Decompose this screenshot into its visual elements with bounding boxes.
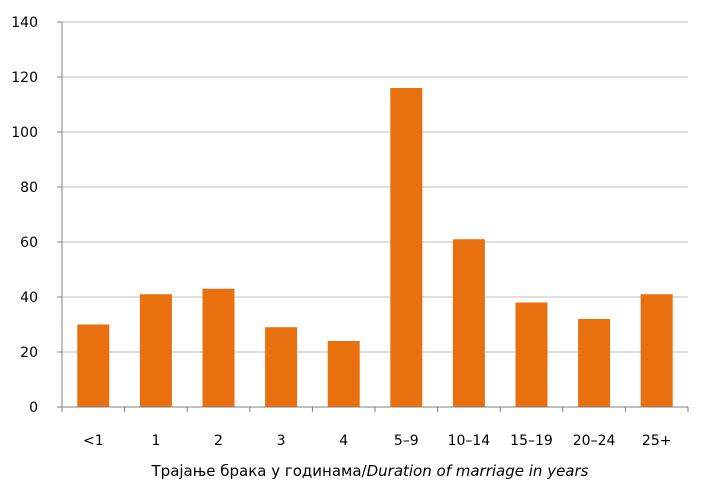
- x-tick-label: 2: [214, 433, 223, 449]
- y-tick-label: 80: [20, 180, 38, 196]
- x-tick-label: 3: [277, 433, 286, 449]
- bar: [390, 88, 423, 407]
- x-tick-label: 20–24: [573, 433, 616, 449]
- x-tick-labels: <1 1 2 3 4 5–9 10–14 15–19 20–24 25+: [83, 433, 671, 449]
- x-tick-label: <1: [83, 433, 104, 449]
- x-tick-label: 5–9: [394, 433, 419, 449]
- y-tick-label: 40: [20, 290, 38, 306]
- bar: [452, 239, 485, 407]
- x-tick-label: 10–14: [448, 433, 491, 449]
- bar: [578, 319, 611, 407]
- bar: [139, 294, 172, 407]
- y-tick-label: 100: [11, 125, 38, 141]
- x-axis-title-italic: Duration of marriage in years: [367, 462, 589, 480]
- x-axis-title-main: Трајање брака у годинама/: [151, 462, 368, 480]
- bar: [77, 324, 110, 407]
- bar: [202, 288, 235, 407]
- bars: [77, 88, 673, 407]
- y-tick-label: 140: [11, 15, 38, 31]
- bar: [265, 327, 298, 407]
- x-tick-label: 15–19: [510, 433, 553, 449]
- axes: [57, 21, 689, 412]
- bar: [515, 302, 548, 407]
- bar: [640, 294, 673, 407]
- y-tick-label: 60: [20, 235, 38, 251]
- x-tick-label: 25+: [642, 433, 672, 449]
- x-axis-title: Трајање брака у годинама/Duration of mar…: [151, 462, 589, 480]
- x-tick-label: 1: [151, 433, 160, 449]
- x-tick-label: 4: [339, 433, 348, 449]
- y-tick-label: 20: [20, 345, 38, 361]
- y-tick-label: 0: [29, 400, 38, 416]
- bar: [327, 341, 360, 407]
- y-tick-labels: 0 20 40 60 80 100 120 140: [11, 15, 38, 416]
- y-tick-label: 120: [11, 70, 38, 86]
